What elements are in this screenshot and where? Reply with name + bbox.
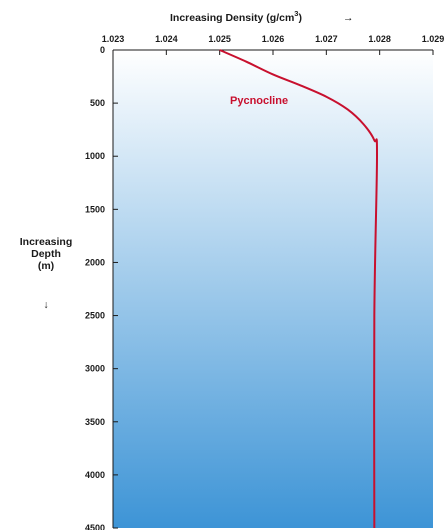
x-tick-label: 1.025 bbox=[208, 34, 231, 44]
x-axis-arrow: → bbox=[343, 12, 354, 24]
y-tick-label: 1500 bbox=[85, 204, 105, 214]
y-axis-title-line: (m) bbox=[38, 260, 54, 272]
x-tick-label: 1.023 bbox=[102, 34, 125, 44]
y-tick-label: 0 bbox=[100, 45, 105, 55]
x-tick-label: 1.024 bbox=[155, 34, 178, 44]
y-tick-label: 500 bbox=[90, 98, 105, 108]
y-tick-label: 2500 bbox=[85, 311, 105, 321]
y-axis-title-line: Depth bbox=[31, 248, 61, 260]
y-tick-label: 3500 bbox=[85, 417, 105, 427]
y-axis-title-line: Increasing bbox=[20, 236, 73, 248]
svg-text:Increasing Density (g/cm3): Increasing Density (g/cm3) bbox=[170, 9, 302, 24]
density-curve bbox=[219, 49, 379, 529]
x-tick-label: 1.026 bbox=[262, 34, 285, 44]
y-tick-label: 3000 bbox=[85, 364, 105, 374]
x-tick-label: 1.029 bbox=[422, 34, 445, 44]
y-tick-label: 2000 bbox=[85, 257, 105, 267]
y-tick-label: 1000 bbox=[85, 151, 105, 161]
y-tick-label: 4000 bbox=[85, 470, 105, 480]
pycnocline-label: Pycnocline bbox=[230, 95, 288, 107]
x-tick-label: 1.028 bbox=[368, 34, 391, 44]
plot-background bbox=[113, 50, 433, 528]
x-tick-label: 1.027 bbox=[315, 34, 338, 44]
x-axis-title-close: ) bbox=[298, 12, 302, 24]
y-axis-arrow: ↓ bbox=[43, 299, 48, 311]
x-axis-title-superscript: 3 bbox=[294, 9, 298, 18]
x-axis-title: Increasing Density (g/cm3) → bbox=[170, 9, 354, 24]
x-axis: 1.023 1.024 1.025 1.026 1.027 1.028 1.029 bbox=[102, 34, 445, 55]
y-axis: 0 500 1000 1500 2000 2500 3000 3500 4000 4500 bbox=[85, 45, 118, 530]
y-tick-label: 4500 bbox=[85, 523, 105, 530]
x-axis-title-text: Increasing Density (g/cm bbox=[170, 12, 294, 24]
y-axis-title: Increasing Depth (m) ↓ bbox=[20, 236, 73, 311]
